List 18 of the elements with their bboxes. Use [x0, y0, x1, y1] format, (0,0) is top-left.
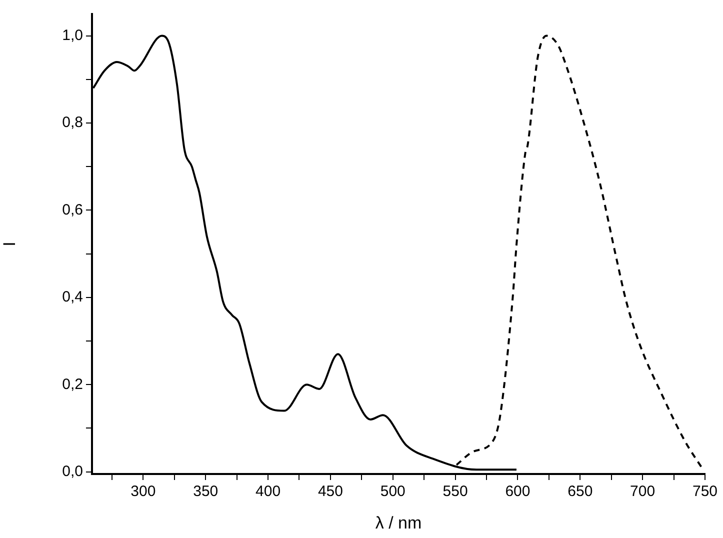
- x-tick-label: 300: [130, 483, 156, 500]
- x-tick-label: 350: [193, 483, 218, 500]
- y-tick-label: 0,0: [62, 462, 83, 480]
- y-tick-label: 0,6: [62, 201, 83, 218]
- x-tick-label: 450: [318, 483, 343, 500]
- y-tick-label: 0,4: [62, 288, 83, 306]
- x-tick-label: 400: [256, 483, 281, 500]
- y-tick-label: 1,0: [62, 26, 83, 44]
- y-axis-title: I: [0, 242, 19, 246]
- x-tick-label: 650: [568, 483, 593, 500]
- x-tick-label: 700: [630, 483, 656, 500]
- x-tick-label: 500: [380, 483, 406, 500]
- y-tick-label: 0,2: [62, 376, 83, 393]
- x-tick-label: 550: [442, 483, 468, 500]
- y-tick-label: 0,8: [62, 114, 83, 132]
- x-tick-label: 750: [692, 483, 718, 500]
- x-axis-title: λ / nm: [375, 513, 422, 532]
- x-tick-label: 600: [505, 483, 530, 500]
